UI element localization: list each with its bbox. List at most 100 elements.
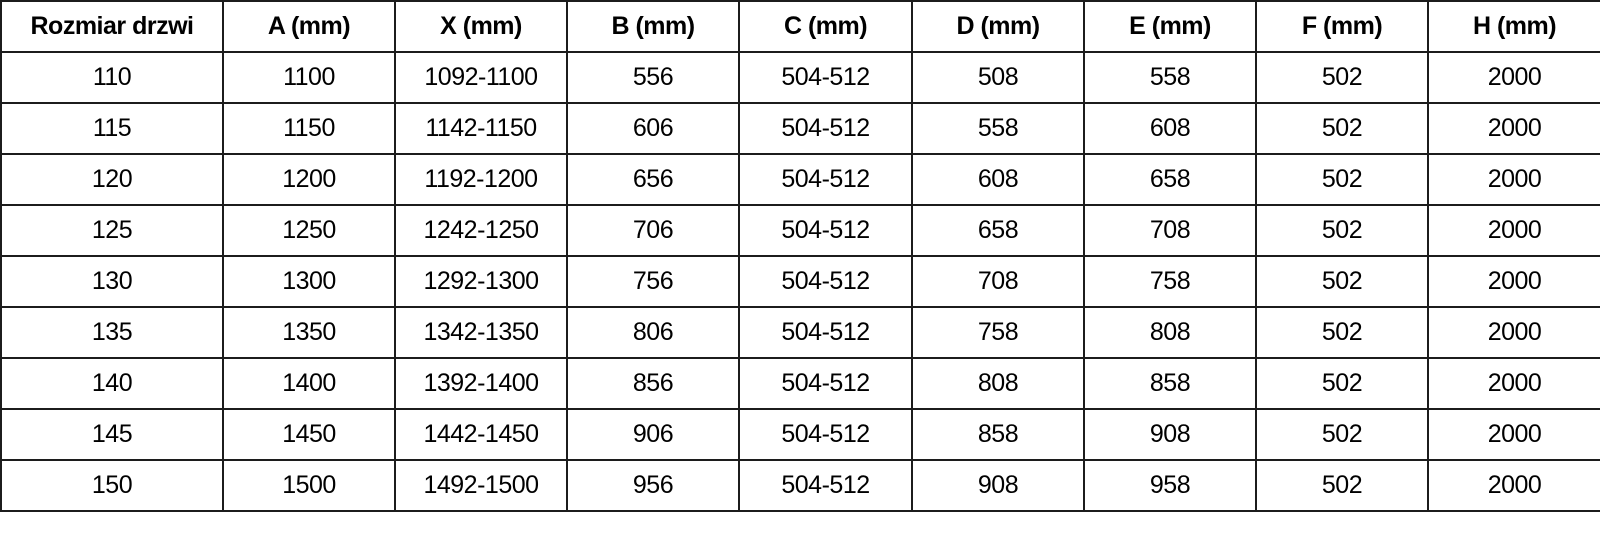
column-header: D (mm) (911, 0, 1085, 53)
table-cell: 856 (566, 357, 740, 410)
table-cell: 558 (1083, 51, 1257, 104)
table-cell: 658 (1083, 153, 1257, 206)
table-row: 120 1200 1192-1200 656 504-512 608 658 502 2000 (0, 153, 1600, 206)
table-cell: 558 (911, 102, 1085, 155)
column-header: E (mm) (1083, 0, 1257, 53)
table-cell: 1150 (222, 102, 396, 155)
table-cell: 504-512 (738, 204, 913, 257)
table-cell: 2000 (1427, 357, 1600, 410)
table-cell: 1442-1450 (394, 408, 568, 461)
table-cell: 1492-1500 (394, 459, 568, 512)
column-header: H (mm) (1427, 0, 1600, 53)
table-cell: 858 (1083, 357, 1257, 410)
table-cell: 1350 (222, 306, 396, 359)
table-cell: 2000 (1427, 51, 1600, 104)
table-row: 145 1450 1442-1450 906 504-512 858 908 502 2000 (0, 408, 1600, 461)
table-cell: 140 (0, 357, 224, 410)
table-cell: 502 (1255, 204, 1429, 257)
table-header-row: Rozmiar drzwi A (mm) X (mm) B (mm) C (mm) D (… (0, 0, 1600, 53)
table-cell: 504-512 (738, 357, 913, 410)
table-cell: 758 (1083, 255, 1257, 308)
table-row: 135 1350 1342-1350 806 504-512 758 808 502 2000 (0, 306, 1600, 359)
table-cell: 150 (0, 459, 224, 512)
table-row: 140 1400 1392-1400 856 504-512 808 858 502 2000 (0, 357, 1600, 410)
table-cell: 130 (0, 255, 224, 308)
table-cell: 908 (911, 459, 1085, 512)
table-row: 150 1500 1492-1500 956 504-512 908 958 502 2000 (0, 459, 1600, 512)
table-cell: 1092-1100 (394, 51, 568, 104)
table-cell: 504-512 (738, 459, 913, 512)
table-row: 125 1250 1242-1250 706 504-512 658 708 502 2000 (0, 204, 1600, 257)
table-cell: 502 (1255, 306, 1429, 359)
table-cell: 2000 (1427, 306, 1600, 359)
table-cell: 1450 (222, 408, 396, 461)
table-cell: 504-512 (738, 153, 913, 206)
column-header: B (mm) (566, 0, 740, 53)
table-cell: 808 (1083, 306, 1257, 359)
table-cell: 756 (566, 255, 740, 308)
table-cell: 2000 (1427, 408, 1600, 461)
table-cell: 1342-1350 (394, 306, 568, 359)
table-cell: 508 (911, 51, 1085, 104)
table-cell: 708 (911, 255, 1085, 308)
table-cell: 115 (0, 102, 224, 155)
table-cell: 110 (0, 51, 224, 104)
table-cell: 658 (911, 204, 1085, 257)
table-cell: 556 (566, 51, 740, 104)
table-cell: 1300 (222, 255, 396, 308)
table-cell: 2000 (1427, 459, 1600, 512)
table-cell: 1192-1200 (394, 153, 568, 206)
table-cell: 606 (566, 102, 740, 155)
table-cell: 706 (566, 204, 740, 257)
table-row: 130 1300 1292-1300 756 504-512 708 758 502 2000 (0, 255, 1600, 308)
column-header: Rozmiar drzwi (0, 0, 224, 53)
table-cell: 504-512 (738, 102, 913, 155)
table-cell: 908 (1083, 408, 1257, 461)
table-cell: 708 (1083, 204, 1257, 257)
column-header: A (mm) (222, 0, 396, 53)
table-cell: 504-512 (738, 51, 913, 104)
column-header: X (mm) (394, 0, 568, 53)
table-cell: 806 (566, 306, 740, 359)
table-cell: 1500 (222, 459, 396, 512)
table-cell: 120 (0, 153, 224, 206)
table-cell: 1200 (222, 153, 396, 206)
table-cell: 758 (911, 306, 1085, 359)
table-cell: 1142-1150 (394, 102, 568, 155)
table-cell: 502 (1255, 51, 1429, 104)
table-cell: 502 (1255, 357, 1429, 410)
table-cell: 502 (1255, 102, 1429, 155)
table-cell: 1100 (222, 51, 396, 104)
door-dimensions-table: Rozmiar drzwi A (mm) X (mm) B (mm) C (mm) D (… (0, 0, 1600, 512)
table-cell: 1392-1400 (394, 357, 568, 410)
table-cell: 608 (1083, 102, 1257, 155)
column-header: C (mm) (738, 0, 913, 53)
table-cell: 504-512 (738, 255, 913, 308)
table-cell: 656 (566, 153, 740, 206)
table-cell: 504-512 (738, 408, 913, 461)
table-cell: 1400 (222, 357, 396, 410)
table-cell: 135 (0, 306, 224, 359)
table-cell: 858 (911, 408, 1085, 461)
table-cell: 2000 (1427, 255, 1600, 308)
table-cell: 504-512 (738, 306, 913, 359)
column-header: F (mm) (1255, 0, 1429, 53)
table-cell: 2000 (1427, 204, 1600, 257)
table-cell: 906 (566, 408, 740, 461)
door-dimensions-table-container: Rozmiar drzwi A (mm) X (mm) B (mm) C (mm) D (… (0, 0, 1600, 512)
table-cell: 1250 (222, 204, 396, 257)
table-cell: 145 (0, 408, 224, 461)
table-cell: 125 (0, 204, 224, 257)
table-cell: 2000 (1427, 153, 1600, 206)
table-cell: 808 (911, 357, 1085, 410)
table-cell: 502 (1255, 255, 1429, 308)
table-cell: 1242-1250 (394, 204, 568, 257)
table-cell: 502 (1255, 153, 1429, 206)
table-cell: 502 (1255, 459, 1429, 512)
table-cell: 956 (566, 459, 740, 512)
table-cell: 502 (1255, 408, 1429, 461)
table-row: 110 1100 1092-1100 556 504-512 508 558 502 2000 (0, 51, 1600, 104)
table-row: 115 1150 1142-1150 606 504-512 558 608 502 2000 (0, 102, 1600, 155)
table-cell: 958 (1083, 459, 1257, 512)
table-cell: 2000 (1427, 102, 1600, 155)
